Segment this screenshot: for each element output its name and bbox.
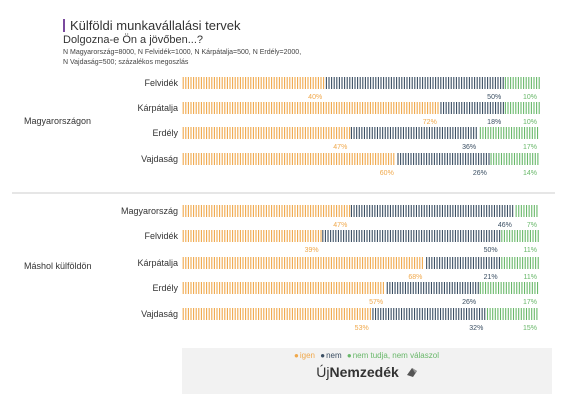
bar-segment — [515, 205, 538, 217]
category-label: Kárpátalja — [137, 258, 178, 268]
category-label: Vajdaság — [141, 309, 178, 319]
bar-segment — [182, 127, 351, 139]
data-label: 72% — [423, 119, 437, 126]
chart-subtitle: Dolgozna-e Ön a jövőben...? — [63, 34, 204, 46]
legend-label-igen: igen — [299, 351, 315, 360]
brand-name: Nemzedék — [329, 364, 399, 380]
sample-note-line1: N Magyarország=8000, N Felvidék=1000, N … — [63, 49, 302, 56]
bar-segment — [182, 205, 351, 217]
data-label: 32% — [469, 325, 483, 332]
chart-footer: ●igen ●nem ●nem tudja, nem válaszol ÚjNe… — [182, 348, 552, 394]
data-label: 57% — [369, 299, 383, 306]
bar-segment — [501, 230, 539, 242]
bar-segment — [322, 230, 501, 242]
legend-item-igen: ●igen — [294, 351, 315, 360]
bar-segment — [182, 282, 384, 294]
bar-segment — [182, 257, 423, 269]
data-label: 10% — [523, 94, 537, 101]
bar-segment — [182, 230, 322, 242]
bar-segment — [182, 102, 439, 114]
bar-segment — [426, 257, 500, 269]
sample-note-line2: N Vajdaság=500; százalékos megoszlás — [63, 59, 189, 66]
category-label: Erdély — [152, 283, 178, 293]
data-label: 17% — [523, 299, 537, 306]
bar-segment — [350, 127, 477, 139]
stacked-bar-chart: Magyarországon Felvidék 40% 50% 10% Kárpátalj… — [12, 77, 555, 332]
category-label: Felvidék — [144, 78, 178, 88]
category-label: Vajdaság — [141, 154, 178, 164]
category-label: Kárpátalja — [137, 103, 178, 113]
data-label: 15% — [523, 325, 537, 332]
data-label: 21% — [484, 274, 498, 281]
brand-logo-icon — [406, 368, 417, 377]
data-label: 47% — [333, 222, 347, 229]
bar-segment — [479, 127, 539, 139]
data-label: 26% — [473, 170, 487, 177]
chart-title: Külföldi munkavállalási tervek — [70, 18, 241, 33]
title-accent-bar — [63, 19, 65, 32]
bar-segment — [479, 282, 539, 294]
data-label: 46% — [498, 222, 512, 229]
legend: ●igen ●nem ●nem tudja, nem válaszol — [182, 351, 552, 360]
data-label: 68% — [408, 274, 422, 281]
legend-item-nem-tudja: ●nem tudja, nem válaszol — [346, 351, 439, 360]
data-label: 39% — [305, 247, 319, 254]
data-label: 36% — [462, 144, 476, 151]
group-label: Máshol külföldön — [24, 261, 92, 271]
group-label: Magyarországon — [24, 116, 91, 126]
bar-segment — [440, 102, 504, 114]
data-label: 40% — [308, 94, 322, 101]
legend-label-nem: nem — [326, 351, 342, 360]
bar-segment — [350, 205, 514, 217]
legend-label-nem-tudja: nem tudja, nem válaszol — [352, 351, 439, 360]
data-label: 11% — [524, 247, 538, 254]
bar-segment — [182, 77, 325, 89]
bar-segment — [182, 308, 371, 320]
category-label: Erdély — [152, 128, 178, 138]
legend-item-nem: ●nem — [320, 351, 342, 360]
data-label: 7% — [527, 222, 537, 229]
brand-logo: ÚjNemzedék — [182, 364, 552, 380]
bar-segment — [397, 153, 490, 165]
data-label: 26% — [462, 299, 476, 306]
data-label: 53% — [355, 325, 369, 332]
bar-segment — [325, 77, 504, 89]
brand-prefix: Új — [316, 364, 330, 380]
data-label: 60% — [380, 170, 394, 177]
bar-segment — [372, 308, 486, 320]
bar-segment — [182, 153, 395, 165]
bar-segment — [386, 282, 479, 294]
data-label: 17% — [523, 144, 537, 151]
data-label: 18% — [487, 119, 501, 126]
data-label: 11% — [524, 274, 538, 281]
category-label: Felvidék — [144, 231, 178, 241]
bar-segment — [504, 102, 540, 114]
bar-segment — [490, 153, 539, 165]
bar-segment — [486, 308, 538, 320]
data-label: 50% — [484, 247, 498, 254]
bar-segment — [504, 77, 540, 89]
data-label: 14% — [523, 170, 537, 177]
category-label: Magyarország — [121, 206, 178, 216]
data-label: 10% — [523, 119, 537, 126]
data-label: 50% — [487, 94, 501, 101]
data-label: 47% — [333, 144, 347, 151]
bar-segment — [501, 257, 539, 269]
